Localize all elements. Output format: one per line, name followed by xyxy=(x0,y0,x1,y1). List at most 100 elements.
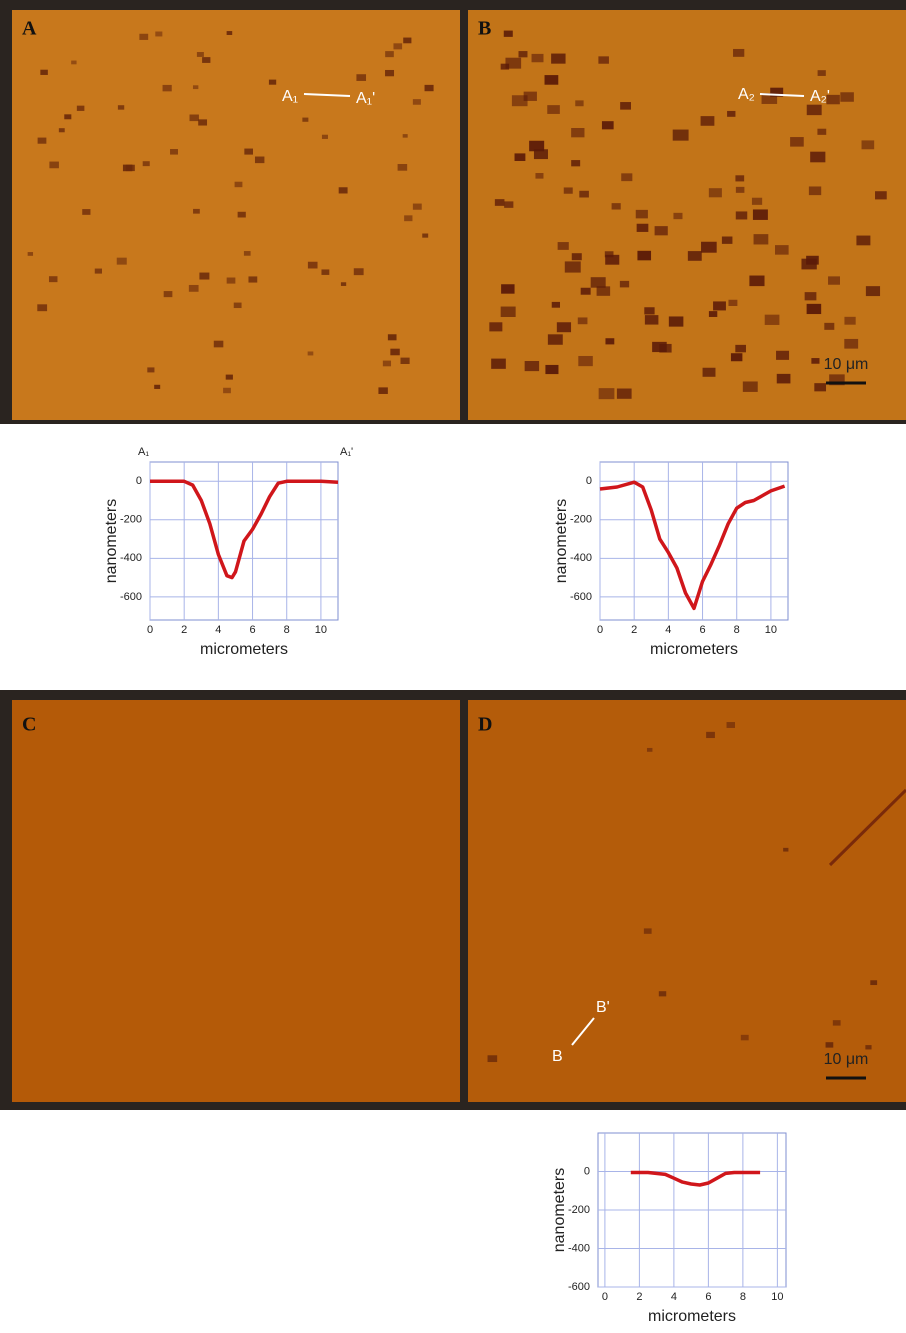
surface-pit xyxy=(170,149,178,155)
x-axis-title: micrometers xyxy=(650,641,738,658)
y-tick-label: -600 xyxy=(570,591,592,603)
surface-pit xyxy=(551,54,565,64)
surface-pit xyxy=(565,261,581,272)
surface-pit xyxy=(82,209,90,215)
surface-pit xyxy=(817,129,826,135)
surface-pit xyxy=(383,361,391,367)
surface-pit xyxy=(776,351,789,360)
surface-pit xyxy=(866,286,880,296)
surface-pit xyxy=(673,213,682,219)
x-tick-label: 4 xyxy=(665,624,671,636)
surface-pit xyxy=(743,381,758,391)
y-tick-label: -600 xyxy=(568,1281,590,1293)
surface-pit xyxy=(393,43,402,49)
surface-pit xyxy=(620,102,631,110)
surface-pit xyxy=(735,175,744,181)
annotation: A₁' xyxy=(356,90,375,107)
surface-pit xyxy=(844,339,858,349)
surface-pit xyxy=(501,307,516,317)
surface-pit xyxy=(814,383,826,391)
surface-pit xyxy=(227,278,236,284)
surface-pit xyxy=(308,351,314,355)
surface-pit xyxy=(765,315,780,325)
surface-pit xyxy=(833,1020,841,1025)
x-tick-label: 8 xyxy=(284,624,290,636)
x-tick-label: 8 xyxy=(734,624,740,636)
surface-pit xyxy=(637,224,649,232)
annotation: A₂' xyxy=(810,88,830,105)
surface-pit xyxy=(703,368,716,377)
x-tick-label: 2 xyxy=(636,1291,642,1303)
surface-pit xyxy=(197,52,204,57)
surface-pit xyxy=(308,262,318,269)
surface-pit xyxy=(753,209,768,219)
surface-pit xyxy=(401,358,410,364)
surface-pit xyxy=(605,255,619,265)
surface-pit xyxy=(735,345,746,352)
surface-pit xyxy=(547,105,560,114)
surface-pit xyxy=(578,317,588,324)
surface-pit xyxy=(356,74,366,81)
surface-pit xyxy=(535,173,543,179)
y-axis-title: nanometers xyxy=(553,499,570,584)
surface-pit xyxy=(117,258,127,265)
annotation: A₁ xyxy=(282,88,298,105)
surface-pit xyxy=(378,387,387,394)
surface-pit xyxy=(636,210,648,218)
surface-pit xyxy=(741,1035,749,1040)
surface-pit xyxy=(139,34,148,40)
y-tick-label: -200 xyxy=(568,1204,590,1216)
surface-pit xyxy=(193,209,200,214)
surface-pit xyxy=(404,215,412,221)
surface-pit xyxy=(398,164,408,171)
y-tick-label: -400 xyxy=(568,1242,590,1254)
surface-pit xyxy=(865,1045,871,1049)
surface-pit xyxy=(123,165,132,172)
surface-pit xyxy=(575,100,583,106)
surface-pit xyxy=(545,75,559,85)
surface-pit xyxy=(189,285,199,292)
surface-pit xyxy=(38,138,47,144)
y-tick-label: 0 xyxy=(136,475,142,487)
surface-pit xyxy=(637,251,651,261)
surface-pit xyxy=(597,286,611,295)
surface-pit xyxy=(28,252,33,256)
surface-pit xyxy=(244,149,253,155)
y-axis-title: nanometers xyxy=(103,499,120,584)
surface-pit xyxy=(728,300,737,306)
surface-pit xyxy=(644,928,652,933)
y-tick-label: -200 xyxy=(570,514,592,526)
surface-pit xyxy=(164,291,173,297)
surface-pit xyxy=(578,356,593,366)
surface-pit xyxy=(612,203,621,209)
surface-pit xyxy=(269,80,276,85)
annotation: A₂ xyxy=(738,86,755,103)
surface-pit xyxy=(673,130,689,141)
surface-pit xyxy=(856,236,870,246)
surface-pit xyxy=(572,253,582,260)
surface-pit xyxy=(341,282,346,286)
surface-pit xyxy=(413,99,421,105)
surface-pit xyxy=(227,31,233,35)
x-tick-label: 6 xyxy=(249,624,255,636)
surface-pit xyxy=(777,374,791,384)
panel-label: A xyxy=(22,18,37,40)
surface-pit xyxy=(235,182,243,187)
surface-pit xyxy=(870,980,877,985)
surface-pit xyxy=(736,211,747,219)
surface-pit xyxy=(731,353,742,361)
surface-pit xyxy=(809,186,821,195)
surface-pit xyxy=(339,187,348,193)
surface-pit xyxy=(736,187,745,193)
surface-pit xyxy=(403,38,411,44)
surface-pit xyxy=(425,85,434,91)
y-tick-label: -400 xyxy=(120,552,142,564)
surface-pit xyxy=(659,991,666,996)
y-tick-label: -400 xyxy=(570,552,592,564)
surface-pit xyxy=(143,161,150,166)
surface-pit xyxy=(223,388,231,393)
surface-pit xyxy=(155,31,162,36)
surface-pit xyxy=(722,236,733,243)
surface-pit xyxy=(602,121,614,129)
surface-pit xyxy=(488,1055,498,1062)
